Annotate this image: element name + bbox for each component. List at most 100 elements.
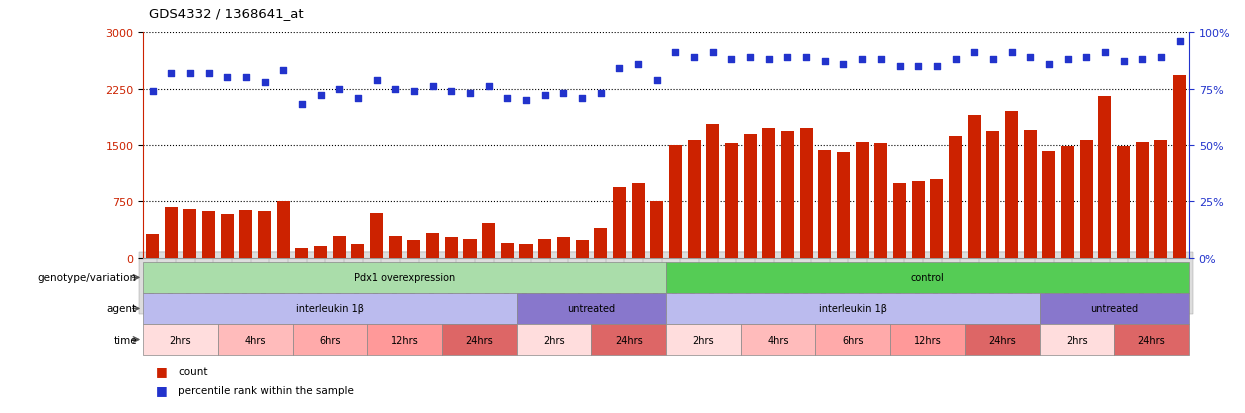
Text: 24hrs: 24hrs bbox=[615, 335, 642, 345]
Bar bbox=[613, 188, 626, 258]
Text: count: count bbox=[178, 366, 208, 376]
Text: 24hrs: 24hrs bbox=[989, 335, 1016, 345]
Point bbox=[946, 57, 966, 63]
Bar bbox=[967, 116, 981, 258]
Point bbox=[497, 95, 518, 102]
Bar bbox=[1098, 97, 1112, 258]
Bar bbox=[1135, 142, 1149, 258]
Point bbox=[386, 86, 406, 93]
Bar bbox=[314, 246, 327, 258]
Text: interleukin 1β: interleukin 1β bbox=[296, 304, 364, 314]
Point bbox=[629, 61, 649, 68]
Bar bbox=[911, 182, 925, 258]
Point bbox=[777, 55, 798, 61]
Point bbox=[1150, 55, 1170, 61]
Bar bbox=[1173, 76, 1186, 258]
Bar bbox=[295, 248, 309, 258]
Text: ■: ■ bbox=[156, 383, 167, 396]
Bar bbox=[594, 228, 608, 258]
Text: 6hrs: 6hrs bbox=[842, 335, 864, 345]
Bar bbox=[669, 146, 682, 258]
Bar bbox=[706, 125, 720, 258]
Point bbox=[571, 95, 593, 102]
Bar bbox=[538, 240, 552, 258]
Point bbox=[535, 93, 555, 100]
Bar bbox=[164, 207, 178, 258]
Bar bbox=[146, 235, 159, 258]
Point bbox=[722, 57, 742, 63]
Point bbox=[872, 57, 891, 63]
Text: untreated: untreated bbox=[1091, 304, 1138, 314]
Bar bbox=[332, 236, 346, 258]
Point bbox=[685, 55, 705, 61]
Text: GDS4332 / 1368641_at: GDS4332 / 1368641_at bbox=[149, 7, 304, 20]
Point bbox=[441, 88, 461, 95]
Point bbox=[814, 59, 834, 66]
Text: ■: ■ bbox=[156, 365, 167, 377]
Bar bbox=[762, 129, 776, 258]
Bar bbox=[239, 210, 253, 258]
Point bbox=[647, 77, 667, 83]
Text: 24hrs: 24hrs bbox=[466, 335, 493, 345]
Point bbox=[740, 55, 759, 61]
Point bbox=[1076, 55, 1096, 61]
Bar bbox=[351, 244, 365, 258]
Bar bbox=[444, 237, 458, 258]
Text: 2hrs: 2hrs bbox=[692, 335, 715, 345]
Point bbox=[834, 61, 854, 68]
Bar bbox=[500, 243, 514, 258]
Point bbox=[218, 75, 238, 81]
Bar bbox=[575, 240, 589, 258]
Point bbox=[964, 50, 984, 57]
Point bbox=[515, 97, 535, 104]
Point bbox=[1094, 50, 1114, 57]
Point bbox=[797, 55, 817, 61]
Text: 12hrs: 12hrs bbox=[914, 335, 941, 345]
Bar bbox=[1061, 147, 1074, 258]
Bar bbox=[986, 132, 1000, 258]
Text: genotype/variation: genotype/variation bbox=[37, 273, 137, 283]
Point bbox=[984, 57, 1003, 63]
Bar bbox=[837, 152, 850, 258]
Bar bbox=[463, 240, 477, 258]
Bar bbox=[388, 237, 402, 258]
Point bbox=[758, 57, 779, 63]
Point bbox=[1021, 55, 1041, 61]
Bar bbox=[276, 201, 290, 258]
Bar bbox=[407, 240, 421, 258]
Bar bbox=[818, 151, 832, 258]
Bar bbox=[183, 209, 197, 258]
Text: 4hrs: 4hrs bbox=[767, 335, 789, 345]
Point bbox=[329, 86, 349, 93]
Point bbox=[1038, 61, 1058, 68]
Text: 2hrs: 2hrs bbox=[1066, 335, 1088, 345]
Point bbox=[702, 50, 722, 57]
Point bbox=[461, 90, 481, 97]
Text: control: control bbox=[910, 273, 945, 283]
Bar bbox=[855, 142, 869, 258]
Bar bbox=[482, 223, 496, 258]
Point bbox=[143, 88, 163, 95]
Point bbox=[665, 50, 685, 57]
Point bbox=[349, 95, 369, 102]
Bar bbox=[258, 211, 271, 258]
Point bbox=[162, 70, 182, 77]
Point bbox=[1001, 50, 1021, 57]
Bar bbox=[1042, 152, 1056, 258]
Text: time: time bbox=[113, 335, 137, 345]
Text: 12hrs: 12hrs bbox=[391, 335, 418, 345]
Text: 24hrs: 24hrs bbox=[1138, 335, 1165, 345]
Bar bbox=[781, 131, 794, 258]
Point bbox=[1133, 57, 1153, 63]
Text: Pdx1 overexpression: Pdx1 overexpression bbox=[354, 273, 456, 283]
Point bbox=[926, 64, 946, 70]
Point bbox=[609, 66, 629, 72]
Text: untreated: untreated bbox=[568, 304, 615, 314]
Bar bbox=[650, 202, 664, 258]
Point bbox=[1169, 39, 1189, 45]
Point bbox=[478, 84, 498, 90]
Text: 2hrs: 2hrs bbox=[543, 335, 565, 345]
Point bbox=[403, 88, 423, 95]
Point bbox=[1113, 59, 1133, 66]
Bar bbox=[370, 213, 383, 258]
